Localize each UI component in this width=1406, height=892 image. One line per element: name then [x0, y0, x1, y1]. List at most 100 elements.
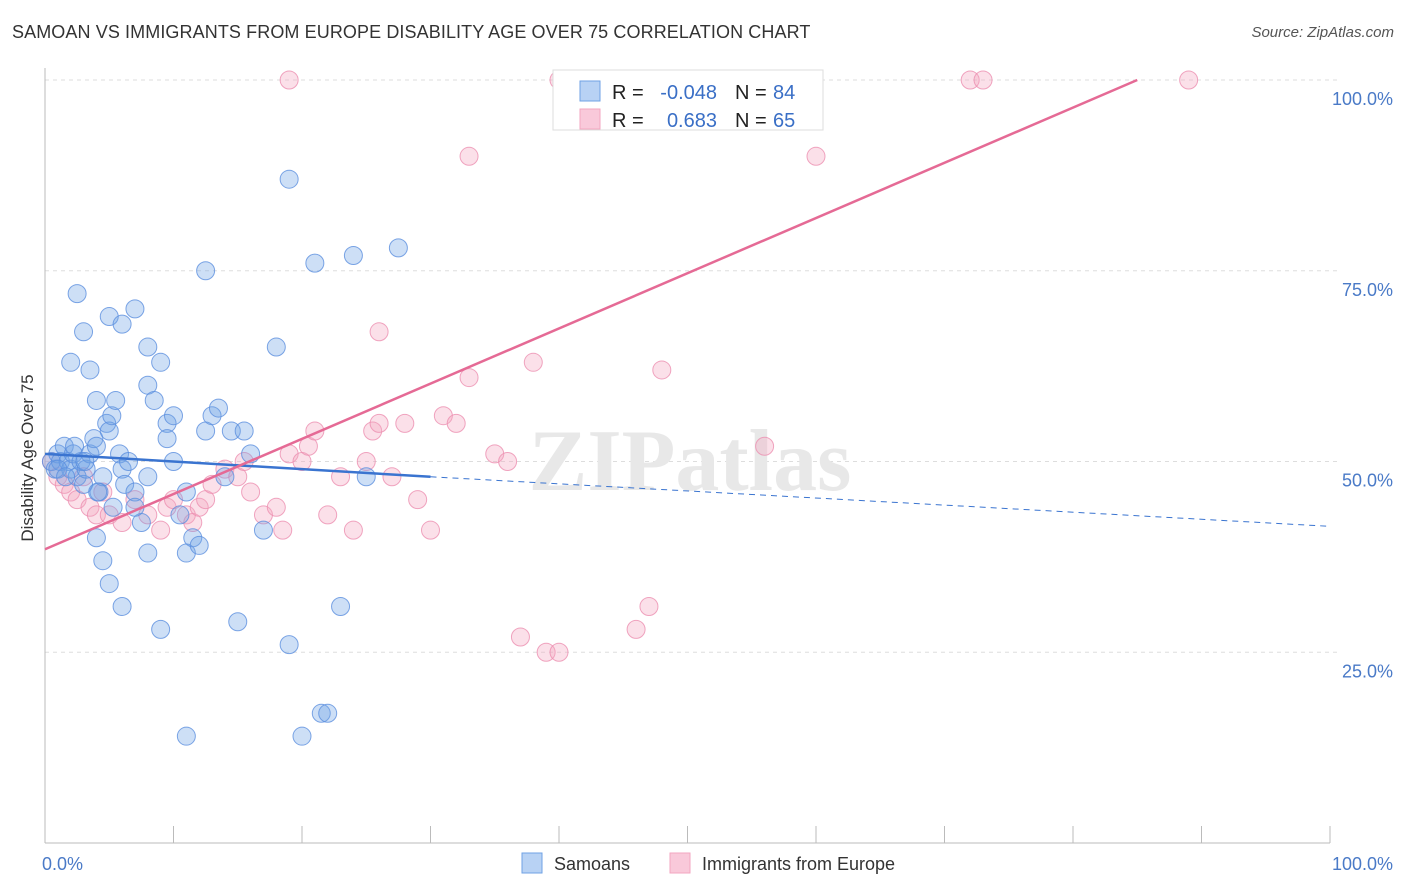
immigrants-point — [266, 497, 286, 517]
samoans-point — [253, 520, 273, 540]
immigrants-point — [973, 70, 993, 90]
immigrants-swatch — [579, 108, 601, 130]
immigrants-point — [189, 497, 209, 517]
samoans-point — [99, 421, 119, 441]
immigrants-point — [343, 520, 363, 540]
n-value: 84 — [773, 82, 795, 104]
samoans-point — [356, 467, 376, 487]
y-tick-label: 25.0% — [1342, 661, 1393, 681]
immigrants-point — [363, 421, 383, 441]
samoans-point — [106, 390, 126, 410]
immigrants-point — [382, 467, 402, 487]
bottom-legend: Samoans Immigrants from Europe — [521, 852, 895, 874]
samoans-point — [76, 459, 96, 479]
samoans-point — [112, 314, 132, 334]
immigrants-point — [369, 413, 389, 433]
samoans-point — [61, 352, 81, 372]
chart-title: SAMOAN VS IMMIGRANTS FROM EUROPE DISABIL… — [12, 22, 811, 42]
samoans-point — [125, 482, 145, 502]
samoans-point — [228, 612, 248, 632]
x-tick-label-min: 0.0% — [42, 854, 83, 874]
immigrants-point — [369, 322, 389, 342]
axes: 25.0% 50.0% 75.0% 100.0% 0.0% 100.0% — [42, 68, 1393, 874]
immigrants-point — [408, 490, 428, 510]
series-immigrants-points — [41, 70, 1199, 662]
samoans-point — [388, 238, 408, 258]
immigrants-point — [395, 413, 415, 433]
samoans-point — [93, 551, 113, 571]
samoans-point — [189, 535, 209, 555]
immigrants-point — [510, 627, 530, 647]
watermark: ZIPatlas — [529, 413, 852, 510]
y-tick-label: 75.0% — [1342, 280, 1393, 300]
samoans-point — [311, 703, 331, 723]
immigrants-point — [498, 452, 518, 471]
r-value: 0.683 — [667, 110, 717, 132]
samoans-point — [279, 635, 299, 655]
immigrants-point — [421, 520, 440, 540]
samoans-point — [86, 528, 106, 548]
immigrants-point — [446, 413, 466, 433]
samoans-point — [125, 299, 145, 319]
stats-legend: R = -0.048 N = 84 R = 0.683 N = 65 — [552, 69, 824, 132]
samoans-point — [208, 398, 228, 418]
immigrants-point — [125, 490, 145, 510]
samoans-point — [202, 406, 222, 426]
samoans-point — [170, 505, 190, 525]
samoans-point — [234, 421, 254, 441]
samoans-point — [266, 337, 286, 357]
immigrants-point — [459, 146, 479, 166]
samoans-point — [112, 596, 132, 616]
immigrants-point — [1179, 70, 1199, 90]
immigrants-point — [80, 497, 100, 517]
samoans-swatch — [579, 80, 601, 102]
gridlines — [45, 79, 1340, 653]
immigrants-point — [549, 642, 569, 662]
samoans-point — [99, 574, 119, 594]
legend-label-samoans: Samoans — [554, 854, 630, 874]
immigrants-point — [273, 520, 293, 540]
samoans-point — [112, 459, 132, 479]
trend-lines — [44, 78, 1331, 551]
immigrants-trend-line — [44, 78, 1138, 551]
immigrants-point — [806, 146, 826, 166]
samoans-point — [48, 459, 68, 479]
r-label: R = — [612, 82, 644, 104]
samoans-point — [138, 337, 158, 357]
samoans-point — [183, 528, 203, 548]
immigrants-point — [318, 505, 338, 525]
legend-swatch-samoans — [521, 852, 543, 874]
y-tick-label: 50.0% — [1342, 471, 1393, 491]
immigrants-point — [755, 436, 775, 456]
y-tick-label: 100.0% — [1332, 89, 1393, 109]
series-samoans-points — [41, 169, 408, 746]
samoans-point — [151, 619, 171, 639]
immigrants-point — [459, 368, 479, 388]
samoans-point — [115, 474, 135, 494]
samoans-trend-extension — [430, 476, 1331, 527]
samoans-point — [279, 169, 299, 189]
samoans-point — [157, 429, 177, 449]
immigrants-point — [279, 70, 299, 90]
samoans-point — [292, 726, 312, 746]
samoans-point — [196, 261, 216, 281]
samoans-point — [318, 703, 338, 723]
samoans-point — [119, 452, 139, 471]
immigrants-point — [652, 360, 672, 380]
n-label: N = — [735, 110, 767, 132]
samoans-point — [103, 497, 123, 517]
immigrants-point — [626, 619, 646, 639]
immigrants-point — [523, 352, 543, 372]
samoans-point — [93, 467, 113, 487]
r-label: R = — [612, 110, 644, 132]
samoans-point — [305, 253, 325, 273]
samoans-point — [151, 352, 171, 372]
samoans-point — [102, 406, 122, 426]
samoans-point — [56, 467, 76, 487]
n-label: N = — [735, 82, 767, 104]
legend-label-immigrants: Immigrants from Europe — [702, 854, 895, 874]
r-value: -0.048 — [660, 82, 717, 104]
legend-swatch-immigrants — [669, 852, 691, 874]
samoans-point — [86, 436, 106, 456]
